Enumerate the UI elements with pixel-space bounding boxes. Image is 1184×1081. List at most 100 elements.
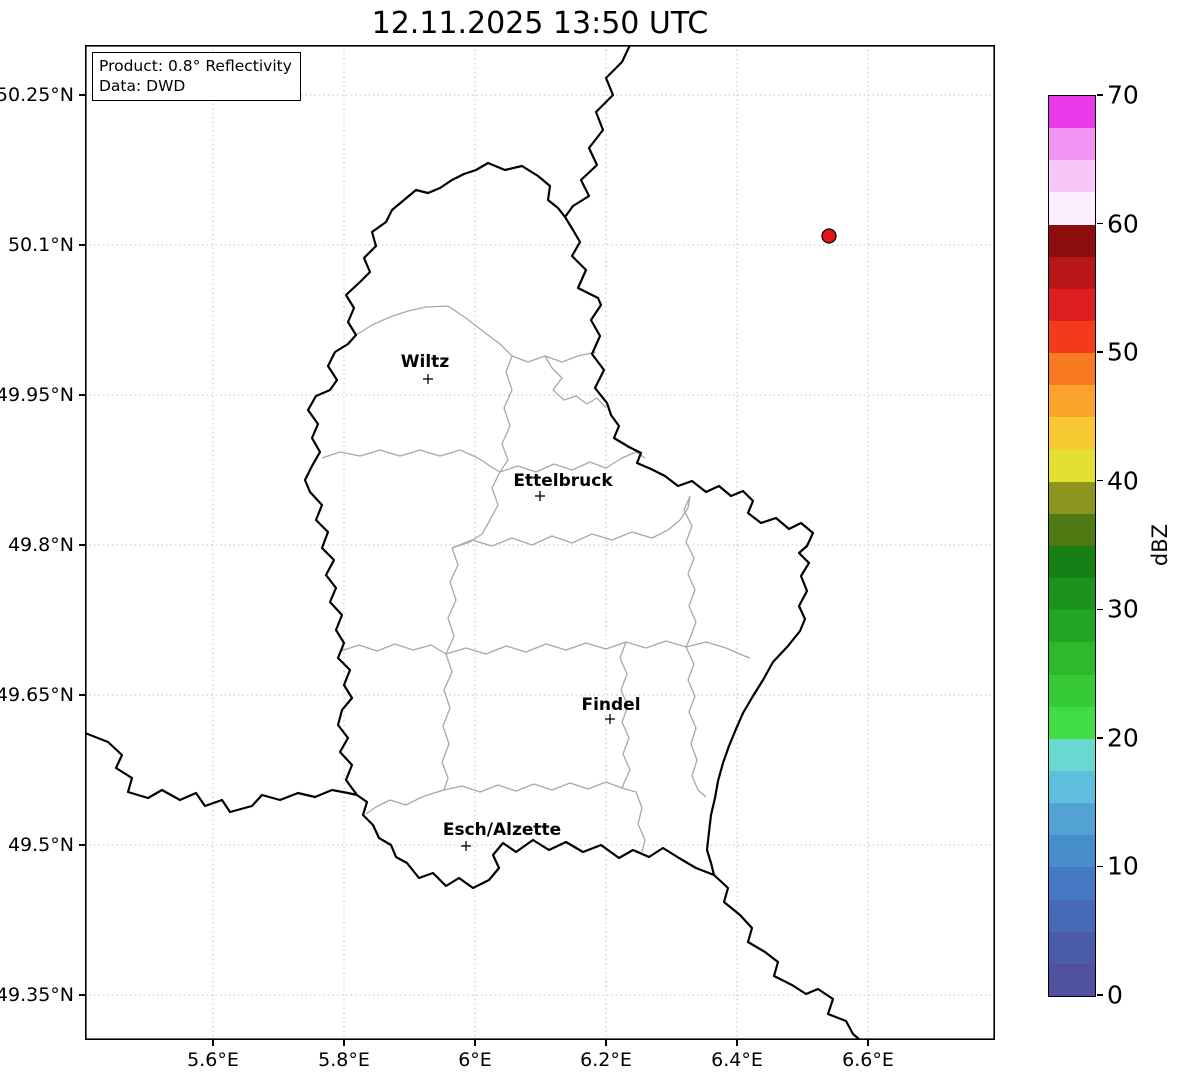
colorbar-tick-label: 60	[1107, 209, 1139, 239]
district-border	[445, 640, 751, 659]
y-tick-label: 49.65°N	[0, 684, 74, 706]
y-tick-label: 50.1°N	[7, 234, 74, 256]
colorbar-tick-mark	[1097, 222, 1103, 225]
colorbar-band	[1049, 610, 1095, 643]
colorbar-tick-mark	[1097, 94, 1103, 96]
radar-location-dot	[821, 228, 837, 244]
colorbar-band	[1049, 256, 1095, 289]
product-line: Product: 0.8° Reflectivity	[99, 57, 292, 75]
y-tick-mark	[79, 694, 85, 696]
district-border	[451, 495, 691, 549]
colorbar-tick-mark	[1097, 479, 1103, 482]
map-plot: Product: 0.8° Reflectivity Data: DWD	[85, 45, 995, 1040]
colorbar-band	[1049, 96, 1095, 129]
colorbar-band	[1049, 899, 1095, 932]
colorbar-tick-label: 20	[1107, 723, 1139, 753]
colorbar-band	[1049, 674, 1095, 707]
colorbar-band	[1049, 320, 1095, 354]
y-tick-mark	[79, 394, 85, 396]
x-tick-label: 6.2°E	[580, 1049, 632, 1071]
france-belgium-border	[85, 731, 359, 814]
colorbar-tick-mark	[1097, 865, 1103, 868]
district-border	[544, 355, 607, 409]
colorbar-tick-mark	[1097, 608, 1103, 611]
district-border	[499, 355, 513, 473]
colorbar-band	[1049, 963, 1095, 996]
x-tick-mark	[867, 1040, 869, 1046]
map-canvas	[85, 45, 995, 1040]
district-border	[321, 449, 501, 473]
colorbar	[1048, 95, 1096, 997]
colorbar-band	[1049, 417, 1095, 450]
district-border	[451, 471, 501, 549]
x-tick-mark	[605, 1040, 607, 1046]
colorbar-band	[1049, 192, 1095, 225]
colorbar-band	[1049, 931, 1095, 964]
plot-frame	[85, 45, 995, 1040]
belgium-germany-border	[563, 45, 632, 219]
district-border	[683, 495, 697, 648]
colorbar-tick-label: 30	[1107, 594, 1139, 624]
colorbar-band	[1049, 224, 1095, 257]
y-tick-mark	[79, 94, 85, 96]
y-tick-label: 49.35°N	[0, 984, 74, 1006]
colorbar-band	[1049, 353, 1095, 386]
x-tick-mark	[474, 1040, 476, 1046]
x-tick-label: 6°E	[458, 1049, 492, 1071]
luxembourg-border	[303, 161, 815, 890]
district-border	[365, 781, 646, 853]
colorbar-band	[1049, 481, 1095, 514]
y-tick-mark	[79, 994, 85, 996]
colorbar-band	[1049, 545, 1095, 579]
x-tick-mark	[343, 1040, 345, 1046]
colorbar-band	[1049, 128, 1095, 161]
colorbar-band	[1049, 578, 1095, 611]
colorbar-band	[1049, 513, 1095, 546]
district-border	[441, 547, 459, 791]
x-tick-mark	[736, 1040, 738, 1046]
figure-title: 12.11.2025 13:50 UTC	[371, 6, 709, 41]
colorbar-tick-label: 50	[1107, 337, 1139, 367]
data-source-line: Data: DWD	[99, 77, 186, 96]
colorbar-band	[1049, 803, 1095, 836]
y-tick-label: 49.8°N	[7, 534, 74, 556]
district-border	[355, 305, 597, 363]
city-label: Findel	[581, 695, 641, 715]
colorbar-band	[1049, 288, 1095, 321]
y-tick-label: 49.95°N	[0, 384, 74, 406]
colorbar-tick-mark	[1097, 351, 1103, 353]
colorbar-band	[1049, 642, 1095, 675]
district-border	[685, 646, 707, 798]
colorbar-tick-label: 0	[1107, 980, 1123, 1010]
colorbar-tick-mark	[1097, 737, 1103, 739]
city-label: Esch/Alzette	[442, 820, 562, 840]
x-tick-label: 6.6°E	[842, 1049, 894, 1071]
colorbar-band	[1049, 867, 1095, 900]
y-tick-label: 50.25°N	[0, 84, 74, 106]
district-border	[340, 643, 447, 655]
city-label: Wiltz	[400, 352, 450, 372]
colorbar-tick-label: 10	[1107, 851, 1139, 881]
colorbar-unit-label: dBZ	[1148, 523, 1172, 567]
district-border	[619, 641, 631, 789]
x-tick-mark	[212, 1040, 214, 1046]
y-tick-mark	[79, 544, 85, 546]
x-tick-label: 6.4°E	[711, 1049, 763, 1071]
colorbar-band	[1049, 706, 1095, 739]
y-tick-label: 49.5°N	[7, 834, 74, 856]
colorbar-band	[1049, 770, 1095, 804]
x-tick-label: 5.8°E	[318, 1049, 370, 1071]
colorbar-band	[1049, 160, 1095, 193]
colorbar-tick-label: 40	[1107, 466, 1139, 496]
y-tick-mark	[79, 244, 85, 246]
x-tick-label: 5.6°E	[187, 1049, 239, 1071]
colorbar-band	[1049, 449, 1095, 482]
product-info-box: Product: 0.8° Reflectivity Data: DWD	[92, 52, 301, 102]
france-germany-border	[712, 873, 862, 1040]
colorbar-band	[1049, 835, 1095, 868]
colorbar-tick-mark	[1097, 994, 1103, 996]
city-label: Ettelbruck	[513, 471, 613, 491]
district-border	[499, 451, 646, 473]
colorbar-band	[1049, 738, 1095, 771]
